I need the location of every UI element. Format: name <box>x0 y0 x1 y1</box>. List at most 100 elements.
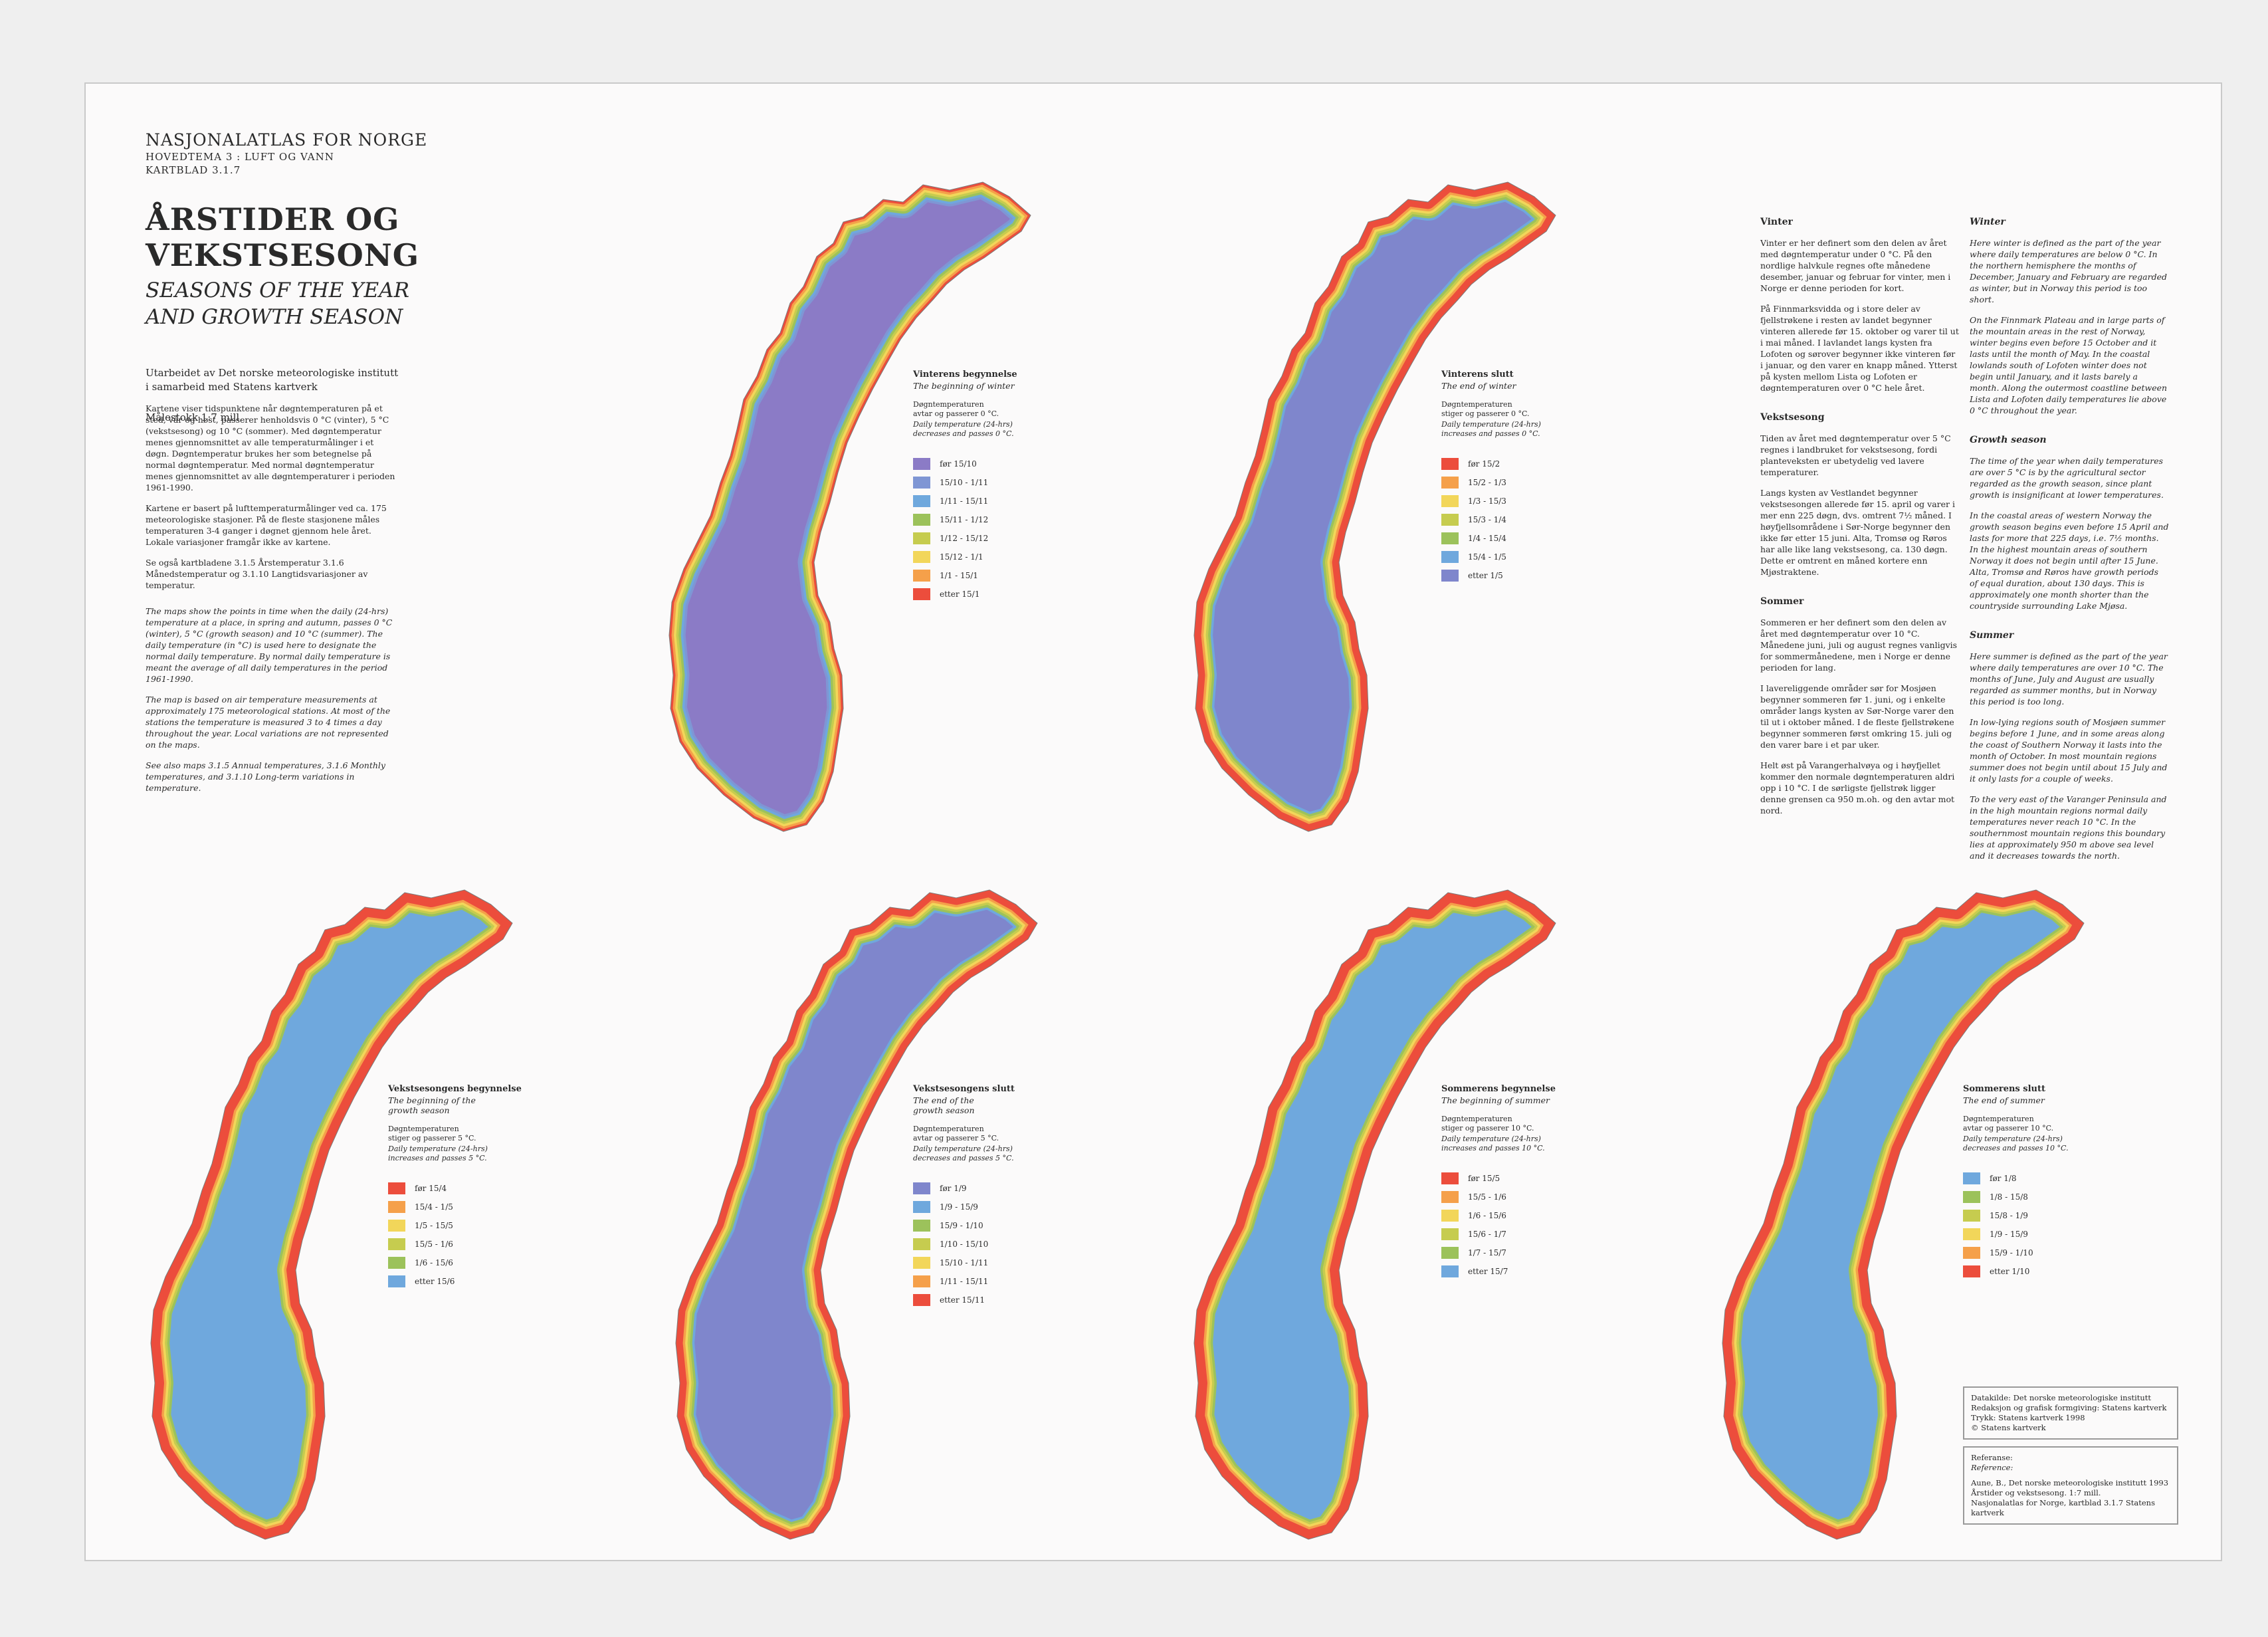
legend-label: 1/10 - 15/10 <box>940 1240 989 1249</box>
paragraph: Helt øst på Varangerhalvøya og i høyfjel… <box>1760 760 1955 816</box>
legend-label: 1/6 - 15/6 <box>1468 1211 1506 1220</box>
norway-map <box>670 878 1043 1549</box>
legend-label: 1/9 - 15/9 <box>1990 1230 2028 1239</box>
legend-item: 1/8 - 15/8 <box>1963 1188 2136 1206</box>
theme-label: HOVEDTEMA 3 : LUFT OG VANN <box>146 151 334 163</box>
legend-title: Sommerens begynnelse <box>1441 1084 1556 1094</box>
legend-item: 1/3 - 15/3 <box>1441 492 1614 510</box>
coastline <box>1193 181 1556 832</box>
legend-swatch <box>1441 570 1459 582</box>
legend-item: 15/10 - 1/11 <box>913 473 1086 492</box>
legend-swatch <box>1441 514 1459 526</box>
paragraph: Vinter er her definert som den delen av … <box>1760 238 1951 293</box>
intro-paragraph: Se også kartbladene 3.1.5 Årstemperatur … <box>146 558 368 590</box>
legend-swatch <box>1963 1247 1980 1259</box>
intro-text: Kartene viser tidspunktene når døgntempe… <box>146 403 398 803</box>
paragraph: På Finnmarksvidda og i store deler av fj… <box>1760 304 1959 393</box>
legend-label: før 15/5 <box>1468 1174 1500 1183</box>
legend-item: 15/8 - 1/9 <box>1963 1206 2136 1225</box>
legend-label: 15/5 - 1/6 <box>1468 1192 1506 1202</box>
map-legend: Sommerens slutt The end of summer Døgntemp… <box>1963 1084 2136 1281</box>
legend-swatch <box>1963 1210 1980 1222</box>
section-heading: Sommer <box>1760 596 1804 607</box>
legend-description: Døgntemperaturen stiger og passerer 10 °… <box>1441 1115 1534 1133</box>
header: NASJONALATLAS FOR NORGE HOVEDTEMA 3 : LU… <box>146 130 651 423</box>
norwegian-text-column: Vinter Vinter er her definert som den de… <box>1760 217 1960 825</box>
english-text-column: Winter Here winter is defined as the par… <box>1970 217 2169 871</box>
legend-label: etter 1/5 <box>1468 571 1503 580</box>
legend-swatch <box>1441 1191 1459 1203</box>
paragraph: The time of the year when daily temperat… <box>1970 456 2164 500</box>
legend-subtitle: The end of summer <box>1963 1095 2045 1105</box>
legend-label: 15/2 - 1/3 <box>1468 478 1506 487</box>
section-heading: Summer <box>1970 630 2014 641</box>
legend-item: 15/5 - 1/6 <box>1441 1188 1614 1206</box>
legend-label: før 15/2 <box>1468 459 1500 469</box>
legend-swatch <box>913 588 930 600</box>
legend-item: før 15/10 <box>913 455 1086 473</box>
legend-swatch <box>913 551 930 563</box>
legend-title: Sommerens slutt <box>1963 1084 2045 1094</box>
legend-item: etter 15/6 <box>388 1272 561 1291</box>
reference-box: Referanse: Reference: Aune, B., Det nors… <box>1963 1446 2178 1525</box>
legend-title: Vinterens begynnelse <box>913 370 1017 380</box>
map-legend: Vekstsesongens begynnelse The beginning o… <box>388 1084 561 1291</box>
norway-map <box>1189 878 1561 1549</box>
legend-description: Døgntemperaturen stiger og passerer 0 °C… <box>1441 400 1530 418</box>
legend-subtitle: The beginning of winter <box>913 381 1015 391</box>
legend-swatch <box>913 1257 930 1269</box>
legend-label: 15/4 - 1/5 <box>1468 552 1506 562</box>
legend-swatch <box>913 514 930 526</box>
legend-swatch <box>1963 1265 1980 1277</box>
paragraph: On the Finnmark Plateau and in large par… <box>1970 315 2168 415</box>
legend-label: 1/11 - 15/11 <box>940 1277 989 1286</box>
page-subtitle: SEASONS OF THE YEAR AND GROWTH SEASON <box>146 278 409 329</box>
source-line: Trykk: Statens kartverk 1998 <box>1971 1413 2085 1422</box>
legend-label: etter 15/7 <box>1468 1267 1508 1276</box>
legend-item: 1/11 - 15/11 <box>913 492 1086 510</box>
legend-item: 15/2 - 1/3 <box>1441 473 1614 492</box>
legend-swatch <box>1441 532 1459 544</box>
section-heading: Winter <box>1970 217 2006 227</box>
legend-item: før 15/2 <box>1441 455 1614 473</box>
map-legend: Vinterens begynnelse The beginning of win… <box>913 370 1086 603</box>
legend-item: 1/6 - 15/6 <box>388 1254 561 1272</box>
paragraph: To the very east of the Varanger Peninsu… <box>1970 794 2167 861</box>
legend-label: 15/9 - 1/10 <box>1990 1248 2033 1257</box>
intro-paragraph: Kartene er basert på lufttemperaturmålin… <box>146 503 387 547</box>
legend-item: 1/5 - 15/5 <box>388 1216 561 1235</box>
coastline <box>1193 889 1556 1540</box>
legend-item: 15/9 - 1/10 <box>913 1216 1086 1235</box>
coastline <box>675 889 1038 1540</box>
legend-label: 15/12 - 1/1 <box>940 552 983 562</box>
legend-swatch <box>388 1182 405 1194</box>
legend-label: 15/10 - 1/11 <box>940 1258 989 1267</box>
source-line: Datakilde: Det norske meteorologiske ins… <box>1971 1393 2152 1402</box>
legend-swatch <box>913 1294 930 1306</box>
paragraph: Here summer is defined as the part of th… <box>1970 651 2168 707</box>
legend-swatch <box>913 477 930 489</box>
reference-label: Referanse: <box>1971 1453 2013 1462</box>
legend-label: 1/4 - 15/4 <box>1468 534 1506 543</box>
legend-description: Døgntemperaturen avtar og passerer 5 °C. <box>913 1125 999 1143</box>
legend-swatch <box>913 570 930 582</box>
legend-item: 1/4 - 15/4 <box>1441 529 1614 548</box>
legend-label: 1/6 - 15/6 <box>415 1258 453 1267</box>
legend-swatch <box>913 458 930 470</box>
legend-title: Vekstsesongens begynnelse <box>388 1084 522 1094</box>
legend-item: 1/6 - 15/6 <box>1441 1206 1614 1225</box>
source-line: © Statens kartverk <box>1971 1423 2046 1432</box>
legend-description-en: Daily temperature (24-hrs) increases and… <box>1441 420 1541 438</box>
legend-label: etter 15/6 <box>415 1277 455 1286</box>
map-legend: Sommerens begynnelse The beginning of sum… <box>1441 1084 1614 1281</box>
legend-label: 15/4 - 1/5 <box>415 1202 453 1212</box>
legend-label: 15/5 - 1/6 <box>415 1240 453 1249</box>
legend-swatch <box>1963 1172 1980 1184</box>
legend-swatch <box>1441 1210 1459 1222</box>
legend-label: 1/1 - 15/1 <box>940 571 978 580</box>
legend-label: etter 15/1 <box>940 590 980 599</box>
legend-description-en: Daily temperature (24-hrs) decreases and… <box>1963 1135 2069 1152</box>
coastline <box>150 889 513 1540</box>
legend-swatch <box>388 1220 405 1232</box>
intro-paragraph: Kartene viser tidspunktene når døgntempe… <box>146 403 395 492</box>
